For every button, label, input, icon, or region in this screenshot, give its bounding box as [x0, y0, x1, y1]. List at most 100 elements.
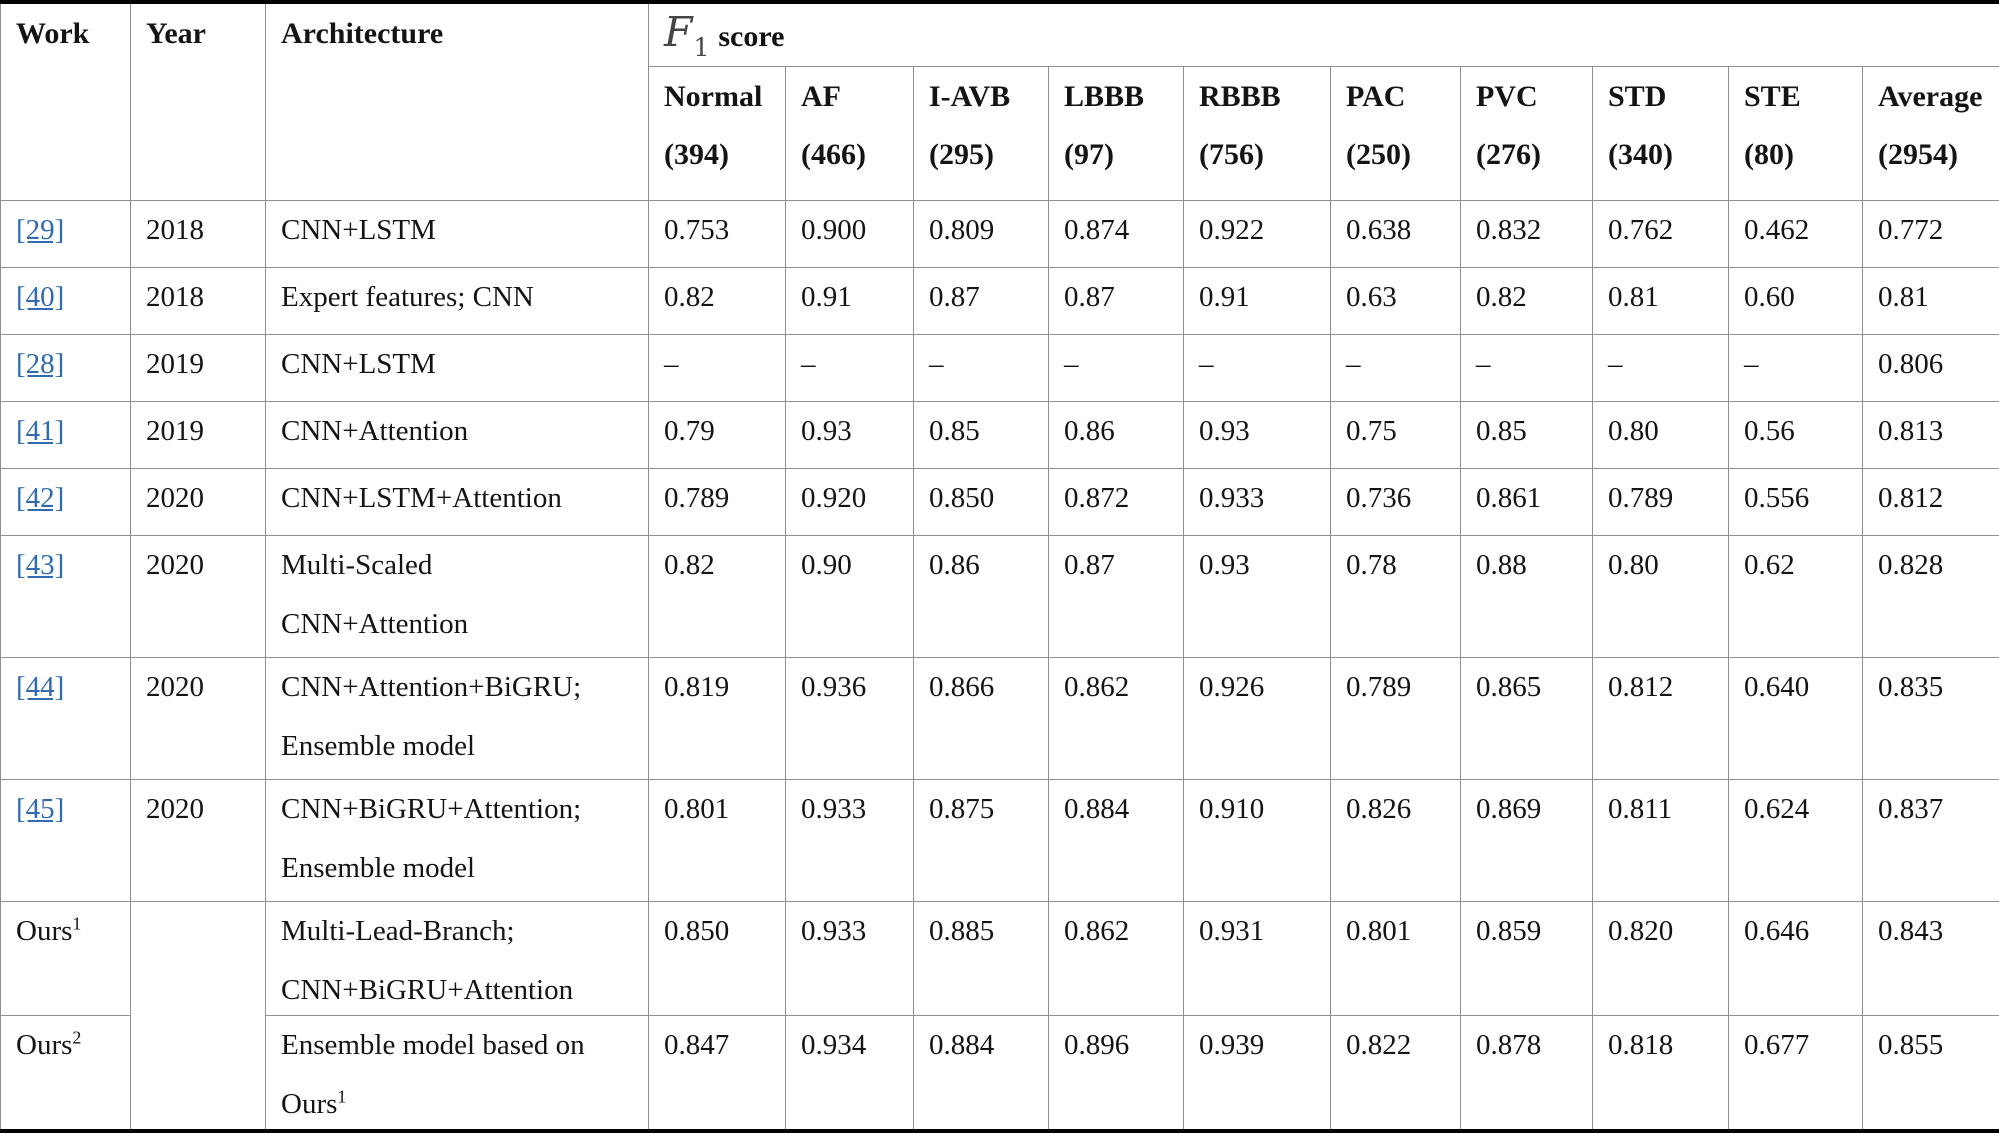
score-cell: –: [1461, 335, 1593, 402]
score-cell: 0.81: [1593, 268, 1729, 335]
column-count: (97): [1064, 138, 1169, 172]
score-cell: 0.933: [1184, 469, 1331, 536]
score-cell: 0.920: [786, 469, 914, 536]
score-cell: 0.872: [1049, 469, 1184, 536]
score-cell: –: [1049, 335, 1184, 402]
year-cell: 2020: [131, 469, 266, 536]
work-cell: [28]: [1, 335, 131, 402]
architecture-line: CNN+BiGRU+Attention: [281, 974, 634, 1007]
score-cell: 0.81: [1863, 268, 1999, 335]
score-cell: 0.866: [914, 658, 1049, 780]
reference-link[interactable]: [43]: [16, 549, 64, 581]
score-cell: 0.93: [1184, 536, 1331, 658]
column-count: (2954): [1878, 138, 1985, 172]
work-cell: [43]: [1, 536, 131, 658]
score-cell: 0.80: [1593, 402, 1729, 469]
reference-link[interactable]: [40]: [16, 281, 64, 313]
score-cell: 0.910: [1184, 780, 1331, 902]
column-count: (340): [1608, 138, 1714, 172]
architecture-line: Ensemble model: [281, 730, 634, 763]
work-cell: [44]: [1, 658, 131, 780]
reference-link[interactable]: [44]: [16, 671, 64, 703]
column-count: (250): [1346, 138, 1446, 172]
score-cell: 0.922: [1184, 201, 1331, 268]
year-cell: 2018: [131, 201, 266, 268]
architecture-cell: CNN+LSTM+Attention: [266, 469, 649, 536]
score-cell: 0.80: [1593, 536, 1729, 658]
score-cell: 0.847: [649, 1016, 786, 1132]
score-cell: 0.78: [1331, 536, 1461, 658]
reference-link[interactable]: [41]: [16, 415, 64, 447]
score-cell: 0.865: [1461, 658, 1593, 780]
score-cell: 0.638: [1331, 201, 1461, 268]
work-label: Ours: [16, 915, 72, 947]
year-cell: 2019: [131, 402, 266, 469]
score-cell: –: [649, 335, 786, 402]
score-cell: 0.874: [1049, 201, 1184, 268]
col-header-normal: Normal (394): [649, 67, 786, 201]
score-cell: 0.86: [914, 536, 1049, 658]
architecture-line: CNN+Attention+BiGRU;: [281, 671, 634, 704]
score-cell: 0.801: [1331, 902, 1461, 1016]
architecture-superscript: 1: [337, 1086, 346, 1106]
reference-link[interactable]: [42]: [16, 482, 64, 514]
score-cell: 0.862: [1049, 902, 1184, 1016]
score-cell: 0.677: [1729, 1016, 1863, 1132]
col-header-work: Work: [1, 2, 131, 201]
score-cell: 0.818: [1593, 1016, 1729, 1132]
score-cell: 0.832: [1461, 201, 1593, 268]
score-cell: 0.88: [1461, 536, 1593, 658]
column-count: (466): [801, 138, 899, 172]
col-header-std: STD (340): [1593, 67, 1729, 201]
score-cell: 0.85: [1461, 402, 1593, 469]
col-header-i-avb: I-AVB(295): [914, 67, 1049, 201]
score-cell: 0.753: [649, 201, 786, 268]
col-header-average: Average(2954): [1863, 67, 1999, 201]
column-name: RBBB: [1199, 80, 1316, 114]
column-count: (295): [929, 138, 1034, 172]
architecture-cell: Expert features; CNN: [266, 268, 649, 335]
column-name: STD: [1608, 80, 1714, 114]
score-cell: 0.736: [1331, 469, 1461, 536]
work-cell: [41]: [1, 402, 131, 469]
column-name: Normal: [664, 80, 771, 114]
score-cell: 0.56: [1729, 402, 1863, 469]
column-count: (394): [664, 138, 771, 172]
reference-link[interactable]: [45]: [16, 793, 64, 825]
architecture-line: Multi-Scaled: [281, 549, 634, 582]
reference-link[interactable]: [29]: [16, 214, 64, 246]
score-cell: 0.87: [1049, 268, 1184, 335]
score-cell: 0.646: [1729, 902, 1863, 1016]
architecture-line: CNN+LSTM+Attention: [281, 482, 634, 515]
architecture-line: Ensemble model based on: [281, 1029, 634, 1062]
year-cell: 2019: [131, 335, 266, 402]
score-cell: 0.813: [1863, 402, 1999, 469]
reference-link[interactable]: [28]: [16, 348, 64, 380]
score-cell: 0.855: [1863, 1016, 1999, 1132]
work-label: Ours: [16, 1029, 72, 1061]
score-cell: 0.933: [786, 902, 914, 1016]
score-cell: 0.62: [1729, 536, 1863, 658]
score-cell: 0.939: [1184, 1016, 1331, 1132]
score-cell: –: [1729, 335, 1863, 402]
score-cell: 0.885: [914, 902, 1049, 1016]
score-cell: 0.91: [786, 268, 914, 335]
score-cell: 0.861: [1461, 469, 1593, 536]
architecture-line: CNN+Attention: [281, 415, 634, 448]
architecture-cell: CNN+BiGRU+Attention;Ensemble model: [266, 780, 649, 902]
score-cell: 0.896: [1049, 1016, 1184, 1132]
score-cell: 0.811: [1593, 780, 1729, 902]
col-header-rbbb: RBBB(756): [1184, 67, 1331, 201]
score-cell: 0.869: [1461, 780, 1593, 902]
year-cell: 2018: [131, 268, 266, 335]
score-cell: 0.837: [1863, 780, 1999, 902]
score-cell: 0.843: [1863, 902, 1999, 1016]
architecture-line: Expert features; CNN: [281, 281, 634, 314]
column-count: (80): [1744, 138, 1848, 172]
score-cell: 0.93: [786, 402, 914, 469]
score-cell: 0.640: [1729, 658, 1863, 780]
score-cell: 0.936: [786, 658, 914, 780]
